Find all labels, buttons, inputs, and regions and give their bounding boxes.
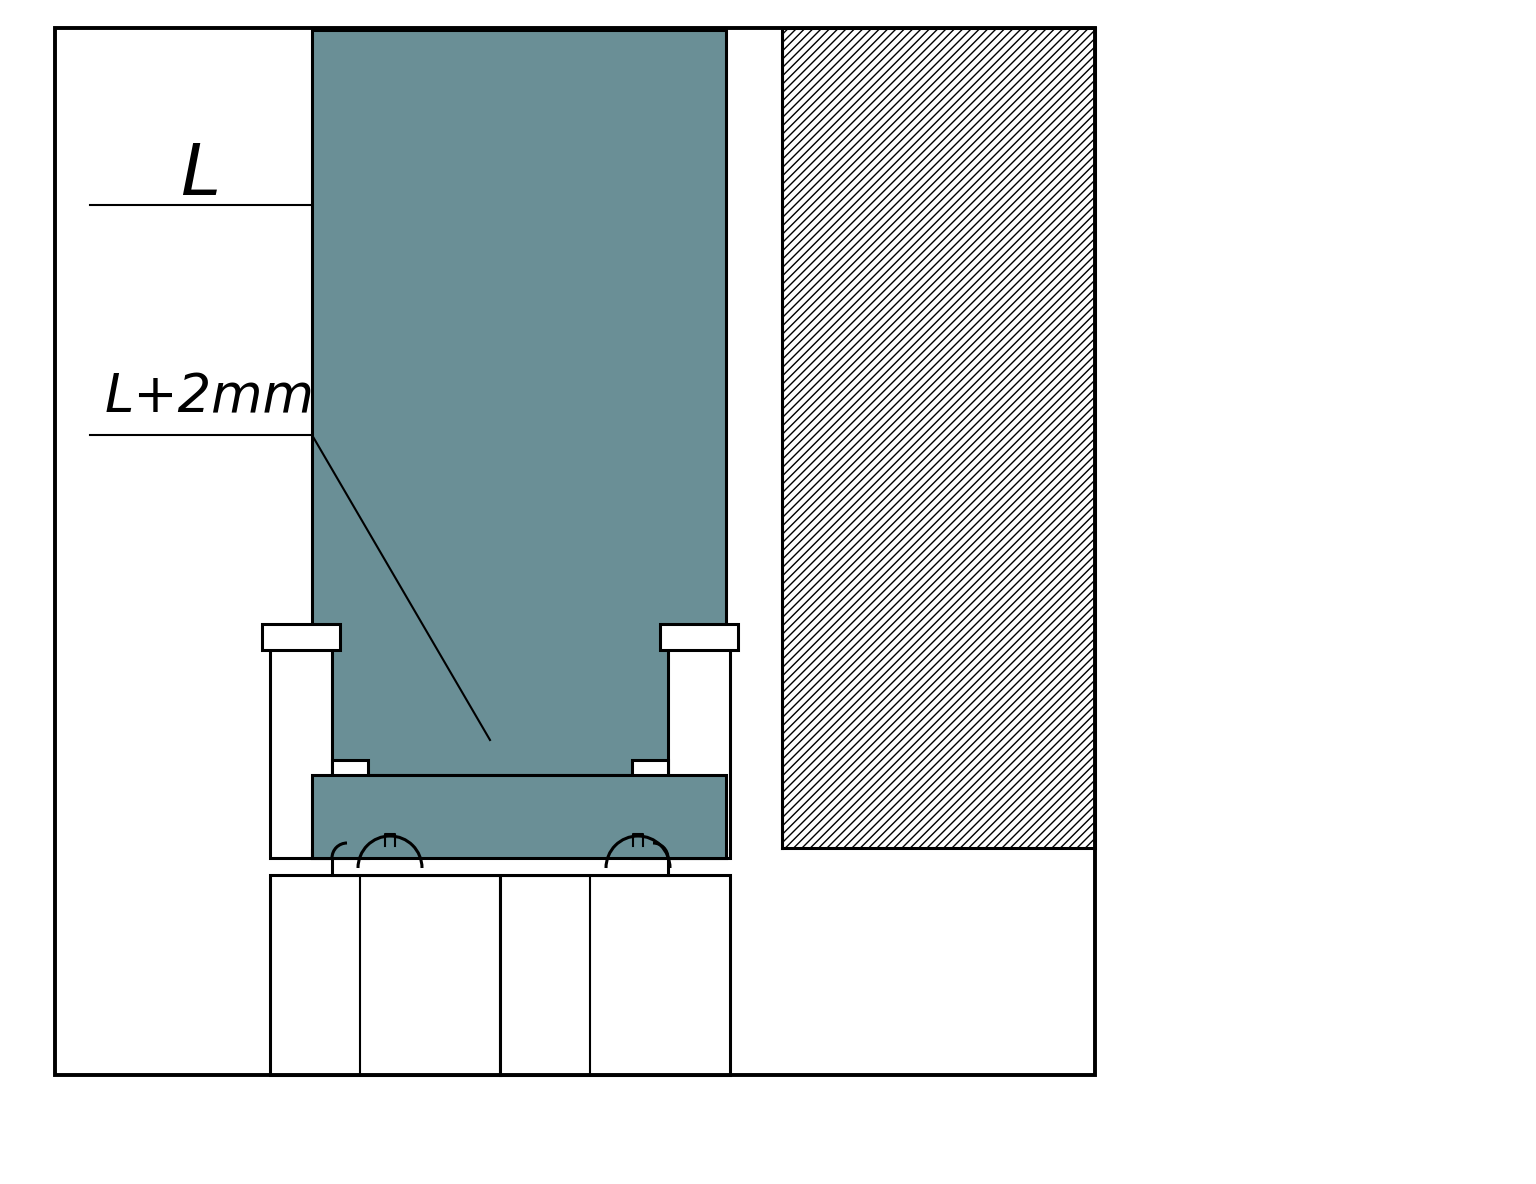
Bar — [727, 28, 782, 848]
Bar — [501, 875, 730, 1075]
Bar — [270, 638, 332, 858]
Bar — [312, 30, 727, 776]
Text: L: L — [180, 141, 220, 210]
Bar — [263, 624, 339, 650]
Bar — [312, 776, 727, 858]
Bar — [332, 760, 369, 858]
Bar — [668, 638, 730, 858]
Bar — [312, 850, 727, 858]
Bar — [782, 28, 1095, 848]
Bar — [55, 28, 1095, 1075]
Bar — [332, 850, 668, 875]
Bar — [55, 28, 1095, 1075]
Text: L+2mm: L+2mm — [104, 371, 315, 423]
Bar — [270, 875, 501, 1075]
Bar — [660, 624, 737, 650]
Bar — [631, 760, 668, 858]
